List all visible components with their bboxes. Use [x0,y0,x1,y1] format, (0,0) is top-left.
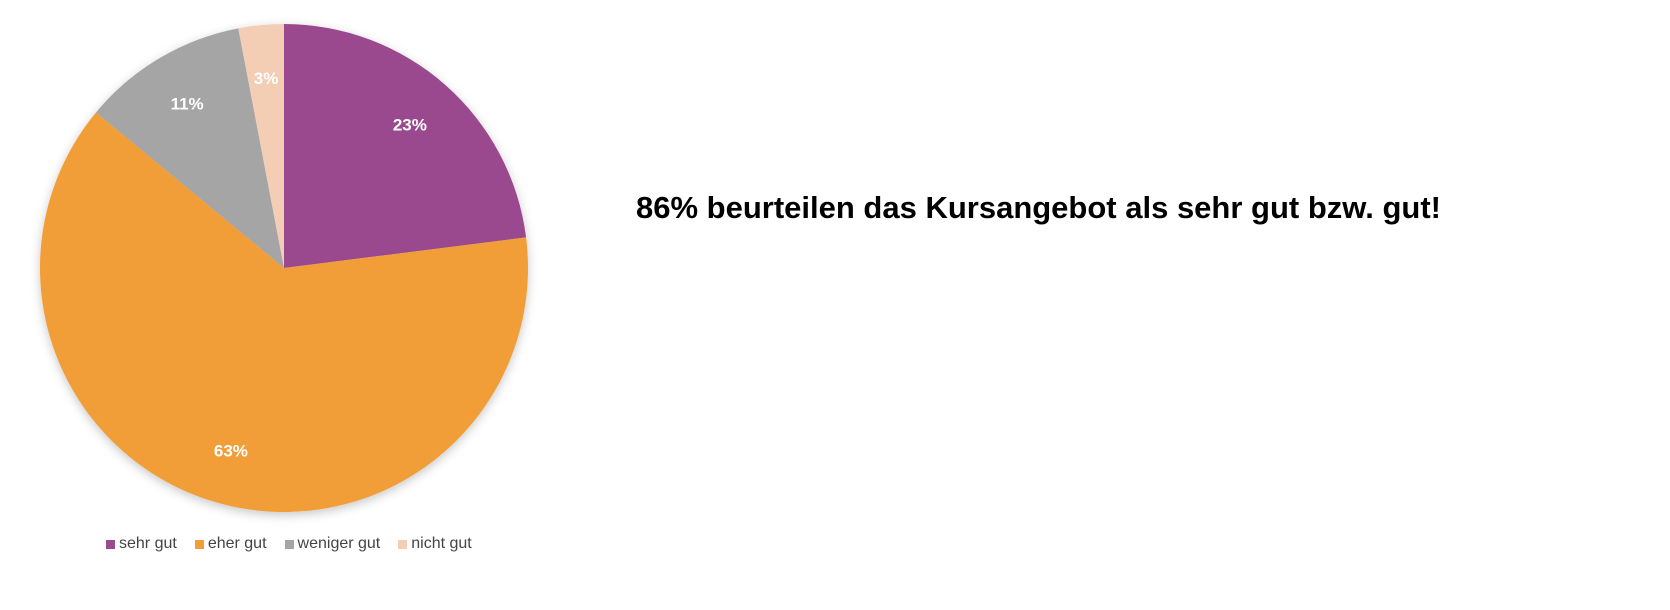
pie-slice-eher-gut [39,112,528,513]
data-label-sehr-gut: 23% [393,116,427,135]
legend-item-nicht-gut: nicht gut [398,535,472,553]
pie-chart: 23% 63% 11% 3% [39,24,528,513]
legend-label-weniger-gut: weniger gut [297,535,381,552]
legend-label-sehr-gut: sehr gut [119,535,177,552]
legend-item-eher-gut: eher gut [194,535,267,553]
legend-swatch-eher-gut [194,539,204,549]
pie-slice-sehr-gut [284,24,527,268]
headline: 86% beurteilen das Kursangebot als sehr … [636,190,1441,225]
pie-slice-weniger-gut [95,28,284,268]
data-label-weniger-gut: 11% [171,95,204,114]
legend: sehr gut eher gut weniger gut nicht gut [106,535,472,553]
data-label-eher-gut: 63% [214,441,248,460]
pie-slice-nicht-gut [238,24,284,268]
legend-swatch-weniger-gut [284,539,294,549]
data-label-nicht-gut: 3% [254,69,279,88]
legend-swatch-nicht-gut [398,539,408,549]
legend-item-sehr-gut: sehr gut [106,535,177,553]
legend-item-weniger-gut: weniger gut [284,535,381,553]
legend-label-nicht-gut: nicht gut [411,535,472,552]
legend-label-eher-gut: eher gut [207,535,267,552]
legend-swatch-sehr-gut [106,539,115,549]
